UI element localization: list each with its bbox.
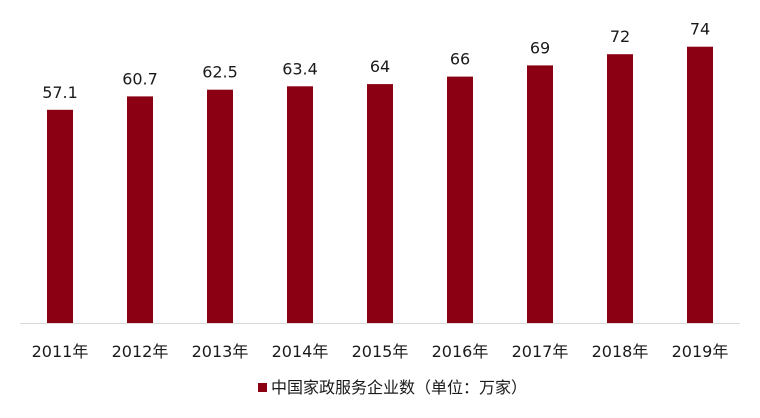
x-tick-label-2011年: 2011年 bbox=[32, 342, 89, 361]
bar-2017年 bbox=[527, 65, 553, 324]
legend-label: 中国家政服务企业数（单位：万家） bbox=[271, 378, 527, 397]
x-tick-label-2012年: 2012年 bbox=[112, 342, 169, 361]
x-tick-label-2016年: 2016年 bbox=[432, 342, 489, 361]
bar-2015年 bbox=[367, 84, 393, 323]
bar-2016年 bbox=[447, 76, 473, 323]
bars-group bbox=[47, 46, 713, 324]
value-label-2011年: 57.1 bbox=[42, 83, 78, 102]
value-label-2017年: 69 bbox=[530, 38, 550, 57]
legend: 中国家政服务企业数（单位：万家） bbox=[258, 378, 527, 397]
value-label-2013年: 62.5 bbox=[202, 63, 238, 82]
bar-2014年 bbox=[287, 86, 313, 323]
legend-swatch bbox=[258, 383, 267, 392]
x-tick-labels-group: 2011年 2012年 2013年 2014年 2015年 2016年 2017年 2018年… bbox=[32, 342, 729, 361]
value-label-2016年: 66 bbox=[450, 50, 470, 69]
value-label-2018年: 72 bbox=[610, 27, 630, 46]
x-tick-label-2018年: 2018年 bbox=[592, 342, 649, 361]
value-label-2015年: 64 bbox=[370, 57, 390, 76]
value-label-2012年: 60.7 bbox=[122, 69, 158, 88]
bar-2019年 bbox=[687, 46, 713, 323]
bar-2013年 bbox=[207, 89, 233, 323]
value-labels-group: 57.1 60.7 62.5 63.4 64 66 69 72 74 bbox=[42, 20, 710, 102]
bar-2012年 bbox=[127, 96, 153, 324]
bar-2018年 bbox=[607, 54, 633, 323]
x-tick-label-2014年: 2014年 bbox=[272, 342, 329, 361]
x-tick-label-2015年: 2015年 bbox=[352, 342, 409, 361]
x-tick-label-2013年: 2013年 bbox=[192, 342, 249, 361]
value-label-2019年: 74 bbox=[690, 20, 710, 39]
value-label-2014年: 63.4 bbox=[282, 59, 318, 78]
x-tick-label-2019年: 2019年 bbox=[672, 342, 729, 361]
bar-2011年 bbox=[47, 109, 73, 323]
x-tick-label-2017年: 2017年 bbox=[512, 342, 569, 361]
